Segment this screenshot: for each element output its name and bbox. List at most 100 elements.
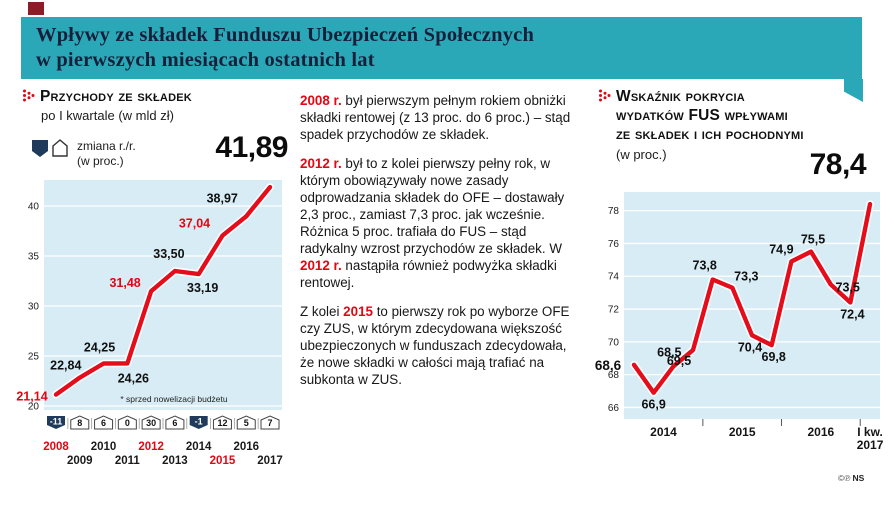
yoy-badge-decrease xyxy=(47,416,65,429)
highlighted-year-text: 2012 r. xyxy=(300,258,342,274)
yoy-badge-value: -1 xyxy=(195,417,203,427)
yoy-badge-increase xyxy=(70,415,90,430)
x-year-label: 2014 xyxy=(186,441,212,453)
y-tick-label: 74 xyxy=(608,272,620,283)
data-point-label: 69,8 xyxy=(762,350,786,364)
yoy-legend: zmiana r./r. (w proc.) xyxy=(30,138,136,169)
y-tick-label: 30 xyxy=(28,302,40,313)
yoy-badge-increase xyxy=(141,415,161,430)
latest-coverage-value: 78,4 xyxy=(809,148,867,181)
copyright-icons: ©℗ xyxy=(838,473,851,483)
data-line xyxy=(631,201,873,395)
x-year-label: 2011 xyxy=(115,455,141,467)
legend-label-line1: zmiana r./r. xyxy=(77,139,136,153)
revenue-line-chart: 20 25 30 35 40 * sprzed nowelizacji budżetu 21… xyxy=(16,180,283,467)
yoy-badge-value: 12 xyxy=(217,418,227,428)
data-point-label: 21,14 xyxy=(16,390,47,404)
x-year-label: 2017 xyxy=(257,455,283,467)
data-point-label: 73,3 xyxy=(734,270,758,284)
increase-arrow-icon xyxy=(52,139,68,157)
y-tick-label: 25 xyxy=(28,352,40,363)
data-point-label: 69,5 xyxy=(667,354,691,368)
x-axis-label: 2015 xyxy=(729,425,756,439)
yoy-badge-value: 0 xyxy=(125,418,130,428)
article-column: 2008 r. był pierwszym pełnym rokiem obni… xyxy=(300,92,582,400)
data-point-label: 33,50 xyxy=(153,247,184,261)
data-point-label: 70,4 xyxy=(738,340,762,354)
y-tick-label: 78 xyxy=(608,206,620,217)
x-axis-label-line2: 2017 xyxy=(857,438,884,452)
yoy-badge-value: -11 xyxy=(50,417,63,427)
page-title-line1: Wpływy ze składek Funduszu Ubezpieczeń S… xyxy=(36,24,535,46)
yoy-badge-value: 30 xyxy=(146,418,156,428)
right-panel-title-line3: ze składek i ich pochodnymi xyxy=(616,125,804,143)
data-point-label: 31,48 xyxy=(109,276,140,290)
left-panel-title-row: Przychody ze składek xyxy=(22,88,192,107)
bullet-icon xyxy=(599,89,611,102)
yoy-badge-value: 7 xyxy=(268,418,273,428)
article-paragraph: 2008 r. był pierwszym pełnym rokiem obni… xyxy=(300,92,582,143)
highlighted-year-text: 2012 r. xyxy=(300,156,342,172)
highlighted-year-text: 2015 xyxy=(343,304,373,320)
data-point-label: 72,4 xyxy=(840,307,864,321)
yoy-badge-increase xyxy=(212,415,232,430)
decrease-arrow-icon xyxy=(32,140,48,157)
y-tick-label: 20 xyxy=(28,402,40,413)
data-point-label: 68,6 xyxy=(595,358,622,373)
page-title: Wpływy ze składek Funduszu Ubezpieczeń S… xyxy=(21,17,862,74)
data-point-label: 33,19 xyxy=(187,281,218,295)
y-tick-label: 76 xyxy=(608,239,620,250)
yoy-badge-value: 6 xyxy=(172,418,177,428)
data-point-label: 75,5 xyxy=(801,233,825,247)
header: Wpływy ze składek Funduszu Ubezpieczeń S… xyxy=(21,17,862,79)
yoy-badge-increase xyxy=(117,415,137,430)
right-panel-title-row: Wskaźnik pokrycia wydatków FUS wpływami … xyxy=(598,88,804,162)
right-panel-subtitle: (w proc.) xyxy=(616,146,667,162)
yoy-badge-decrease xyxy=(189,416,208,429)
x-year-label: 2012 xyxy=(138,441,164,453)
x-axis-label: 2014 xyxy=(650,425,677,439)
y-tick-label: 35 xyxy=(28,252,40,263)
data-point-label: 73,5 xyxy=(836,280,860,294)
body-text: to pierwszy rok po wyborze OFE czy ZUS, … xyxy=(300,304,570,388)
yoy-badge-value: 5 xyxy=(244,418,249,428)
header-ribbon xyxy=(844,79,863,102)
legend-label-line2: (w proc.) xyxy=(77,154,124,168)
coverage-line-chart: 66 68 70 72 74 76 78 68,6 66,9 68,569,5 73,8 73,3 70… xyxy=(595,192,884,452)
x-axis-label: I kw. xyxy=(857,425,883,439)
yoy-badge-increase xyxy=(260,415,280,430)
article-paragraph: 2012 r. był to z kolei pierwszy pełny ro… xyxy=(300,155,582,291)
body-text: Z kolei xyxy=(300,304,344,320)
y-tick-label: 40 xyxy=(28,202,40,213)
x-year-label: 2015 xyxy=(210,455,236,467)
data-line xyxy=(53,184,273,397)
data-point-label: 38,97 xyxy=(207,191,238,205)
data-point-label: 22,84 xyxy=(50,359,81,373)
data-point-label: 68,5 xyxy=(657,345,681,359)
data-point-label: 24,26 xyxy=(118,371,149,385)
left-panel-title: Przychody ze składek xyxy=(40,88,192,105)
x-year-label: 2013 xyxy=(162,455,188,467)
highlighted-year-text: 2008 r. xyxy=(300,93,342,108)
y-tick-label: 66 xyxy=(608,403,620,414)
x-year-label: 2010 xyxy=(91,441,117,453)
body-text: był pierwszym pełnym rokiem obniżki skła… xyxy=(300,93,571,143)
y-tick-label: 70 xyxy=(608,337,620,348)
right-panel-title-line2: wydatków FUS wpływami xyxy=(616,106,788,124)
yoy-badge-increase xyxy=(236,415,256,430)
yoy-badge-increase xyxy=(165,415,185,430)
legend-label: zmiana r./r. (w proc.) xyxy=(77,138,136,169)
data-point-label: 66,9 xyxy=(641,398,665,412)
data-point-label: 74,9 xyxy=(769,242,793,256)
article-paragraph: Z kolei 2015 to pierwszy rok po wyborze … xyxy=(300,303,582,388)
chart-footnote: * sprzed nowelizacji budżetu xyxy=(120,394,228,404)
data-point-label: 37,04 xyxy=(179,217,210,231)
latest-revenue-value: 41,89 xyxy=(215,131,288,164)
source-label: NS xyxy=(852,473,865,483)
x-year-label: 2009 xyxy=(67,455,93,467)
page-title-line2: w pierwszych miesiącach ostatnich lat xyxy=(36,49,375,72)
legend-icons xyxy=(32,139,68,157)
credits: ©℗ NS xyxy=(838,473,864,483)
bullet-icon xyxy=(23,89,35,102)
